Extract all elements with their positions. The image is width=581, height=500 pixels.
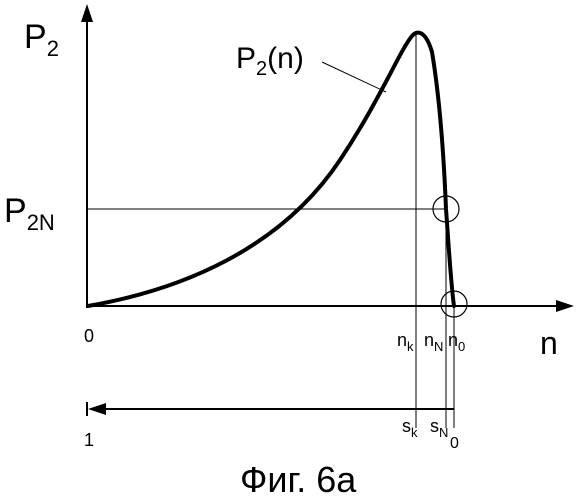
curve-label: P2(n) bbox=[236, 42, 304, 80]
figure-caption: Фиг. 6а bbox=[240, 459, 357, 500]
curve-label-leader bbox=[322, 62, 386, 92]
p2n-label: P2N bbox=[4, 192, 55, 235]
y-axis-label: P2 bbox=[24, 18, 59, 61]
tick-nn: nN bbox=[424, 330, 443, 354]
x-axis-arrow bbox=[556, 300, 574, 312]
origin-label: 0 bbox=[84, 326, 94, 346]
tick-s0: 0 bbox=[450, 435, 459, 452]
slip-axis-arrow bbox=[88, 403, 106, 415]
y-axis-arrow bbox=[81, 4, 93, 22]
tick-n0: n0 bbox=[448, 330, 465, 354]
x-axis-label: n bbox=[540, 325, 558, 361]
slip-axis-left-label: 1 bbox=[84, 430, 94, 450]
tick-nk: nk bbox=[397, 330, 414, 354]
